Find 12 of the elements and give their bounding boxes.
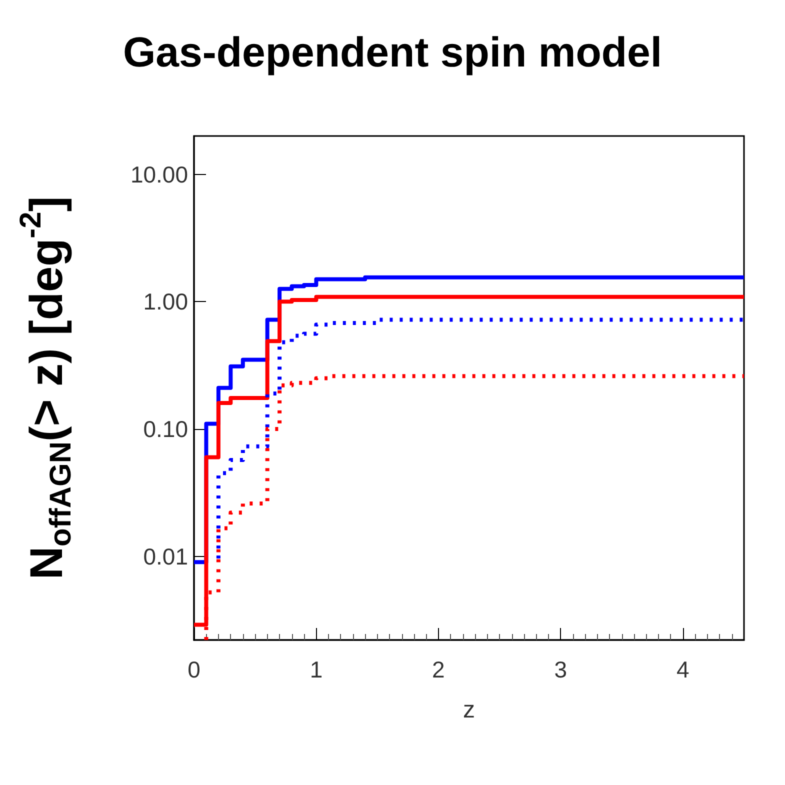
y-tick-label: 0.01: [143, 543, 188, 570]
y-tick-label: 10.00: [130, 161, 188, 188]
chart-title: Gas-dependent spin model: [122, 28, 662, 76]
x-tick-label: 0: [188, 656, 200, 682]
x-tick-label: 2: [432, 656, 445, 682]
y-tick-label: 0.10: [143, 416, 188, 442]
x-tick-label: 4: [676, 656, 690, 682]
y-axis-title: NoffAGN(> z) [deg-2]: [14, 196, 78, 580]
x-tick-label: 3: [554, 656, 568, 682]
y-tick-label: 1.00: [143, 288, 188, 315]
x-tick-label: 1: [310, 656, 323, 682]
x-axis-title: z: [463, 696, 475, 724]
